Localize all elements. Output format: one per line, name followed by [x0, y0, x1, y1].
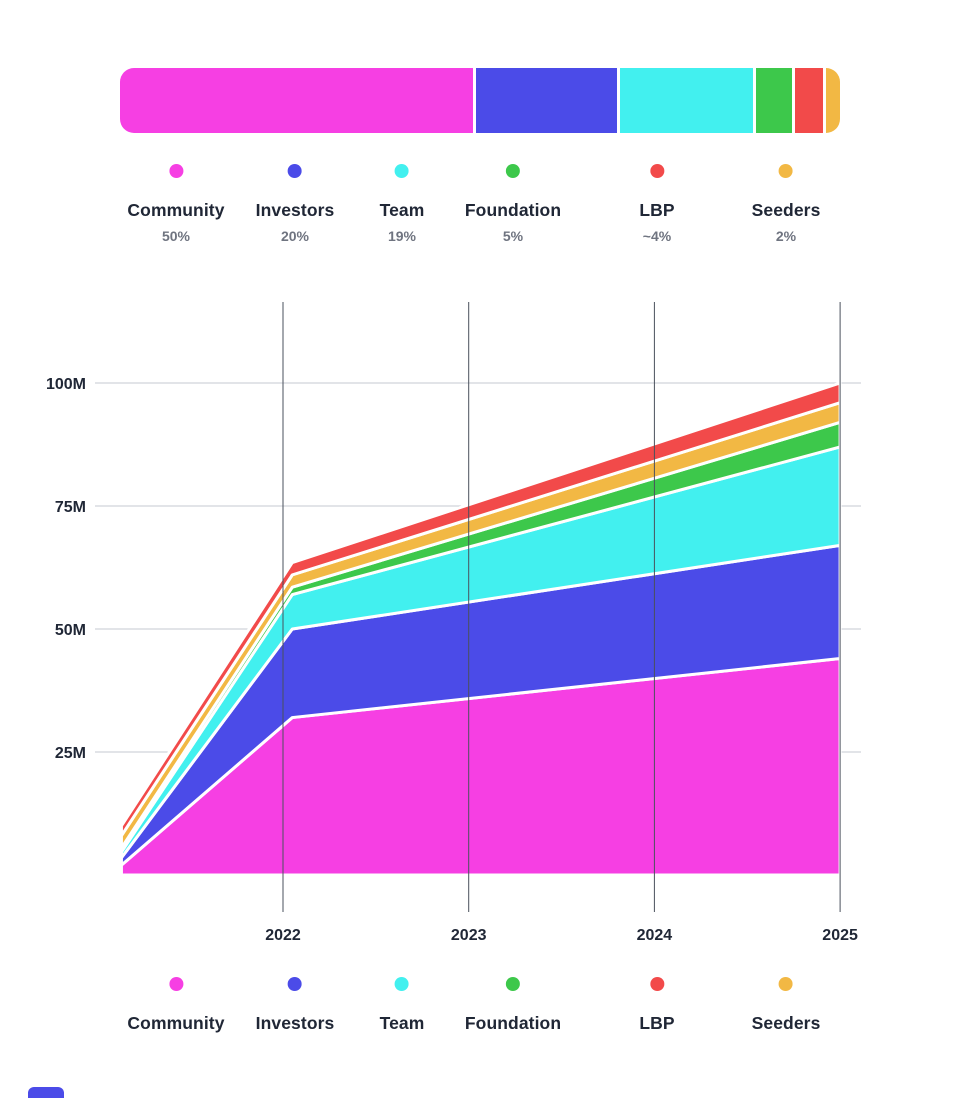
- legend-label-lbp: LBP: [639, 200, 675, 220]
- x-tick-label: 2022: [265, 927, 301, 944]
- legend-label-team: Team: [379, 1013, 425, 1033]
- legend-percent-team: 19%: [387, 228, 417, 244]
- legend-label-seeders: Seeders: [751, 200, 821, 220]
- legend-label-lbp: LBP: [639, 1013, 675, 1033]
- seeders-dot-icon: [779, 977, 793, 991]
- community-dot-icon: [169, 164, 183, 178]
- x-tick-label: 2023: [451, 927, 487, 944]
- legend-percent-investors: 20%: [280, 228, 310, 244]
- legend-item-community: Community: [127, 977, 224, 1034]
- legend-item-team: Team: [380, 977, 425, 1034]
- lbp-dot-icon: [650, 164, 664, 178]
- allocation-segment-lbp: [794, 68, 823, 133]
- foundation-dot-icon: [505, 977, 520, 991]
- legend-item-foundation: Foundation 5%: [465, 164, 561, 244]
- legend-item-investors: Investors: [256, 977, 335, 1034]
- legend-label-seeders: Seeders: [751, 1013, 821, 1033]
- legend-item-community: Community 50%: [127, 164, 224, 244]
- allocation-segment-community: [120, 68, 473, 133]
- allocation-segment-foundation: [756, 68, 792, 133]
- investors-dot-icon: [288, 164, 302, 178]
- legend-label-community: Community: [127, 200, 225, 220]
- bottom-partial-button[interactable]: [28, 1087, 64, 1098]
- legend-label-investors: Investors: [255, 1013, 335, 1033]
- legend-percent-seeders: 2%: [775, 228, 797, 244]
- chart-legend: Community Investors Team Foundation LBP …: [0, 977, 960, 1047]
- legend-label-community: Community: [127, 1013, 225, 1033]
- legend-label-foundation: Foundation: [464, 1013, 562, 1033]
- community-dot-icon: [169, 977, 183, 991]
- lbp-dot-icon: [650, 977, 664, 991]
- allocation-segment-seeders: [825, 68, 840, 133]
- y-tick-label: 25M: [55, 745, 86, 762]
- legend-percent-foundation: 5%: [502, 228, 524, 244]
- investors-dot-icon: [288, 977, 302, 991]
- vesting-chart-canvas: 2022 2023 2024 2025 25M 50M 75M 100M: [46, 302, 861, 944]
- allocation-legend: Community 50% Investors 20% Team 19% Fou…: [0, 164, 960, 264]
- legend-item-lbp: LBP: [639, 977, 675, 1034]
- legend-item-lbp: LBP ~4%: [639, 164, 675, 244]
- vesting-chart: 2022 2023 2024 2025 25M 50M 75M 100M: [0, 300, 960, 960]
- legend-percent-community: 50%: [161, 228, 191, 244]
- legend-item-foundation: Foundation: [465, 977, 561, 1034]
- y-tick-label: 75M: [55, 499, 86, 516]
- allocation-segment-team: [619, 68, 754, 133]
- x-tick-label: 2025: [822, 927, 858, 944]
- team-dot-icon: [394, 977, 409, 991]
- allocation-segment-investors: [475, 68, 617, 133]
- team-dot-icon: [394, 164, 409, 178]
- legend-item-seeders: Seeders: [752, 977, 821, 1034]
- foundation-dot-icon: [505, 164, 520, 178]
- seeders-dot-icon: [779, 164, 793, 178]
- y-tick-label: 100M: [46, 376, 86, 393]
- legend-item-seeders: Seeders 2%: [752, 164, 821, 244]
- legend-label-investors: Investors: [255, 200, 335, 220]
- legend-item-team: Team 19%: [380, 164, 425, 244]
- legend-label-team: Team: [379, 200, 425, 220]
- x-tick-label: 2024: [637, 927, 673, 944]
- legend-item-investors: Investors 20%: [256, 164, 335, 244]
- legend-label-foundation: Foundation: [464, 200, 562, 220]
- y-tick-label: 50M: [55, 622, 86, 639]
- allocation-bar: [120, 68, 840, 133]
- legend-percent-lbp: ~4%: [642, 228, 672, 244]
